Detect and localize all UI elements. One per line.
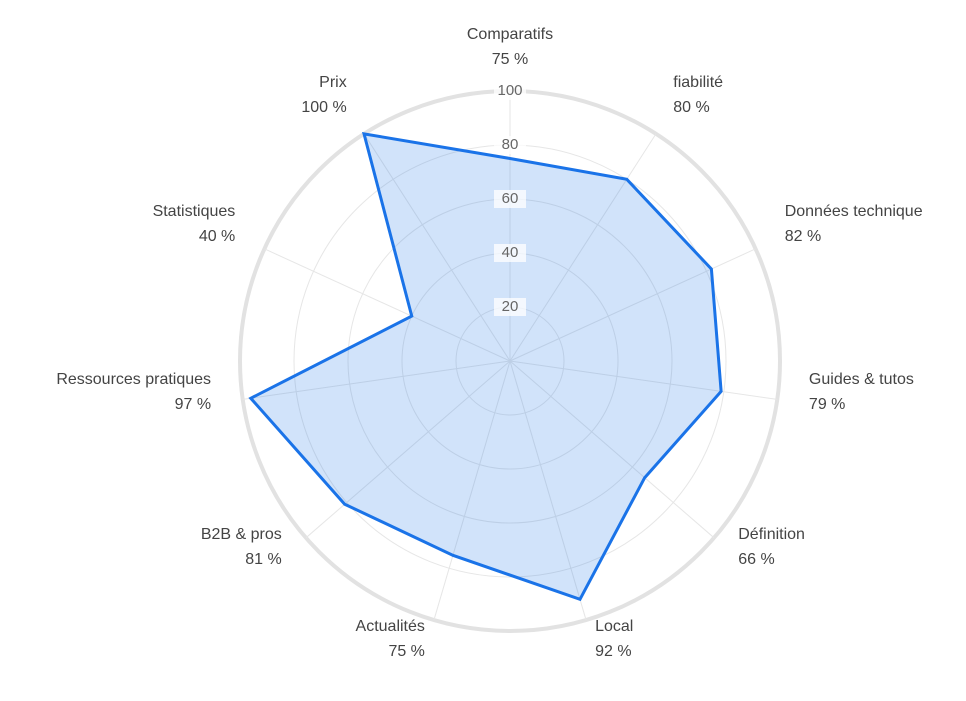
value-label: 75 % xyxy=(388,643,424,660)
tick-label: 100 xyxy=(497,82,522,99)
category-label: Statistiques xyxy=(153,203,236,220)
category-label: Définition xyxy=(738,526,805,543)
category-label: Données technique xyxy=(785,203,923,220)
tick-bg xyxy=(494,82,526,100)
value-label: 40 % xyxy=(199,228,235,245)
radar-area xyxy=(248,131,723,602)
value-label: 66 % xyxy=(738,551,774,568)
category-label: Prix xyxy=(319,74,347,91)
tick-bg xyxy=(494,136,526,154)
spoke xyxy=(433,360,511,621)
value-label: 100 % xyxy=(301,99,346,116)
tick-label: 80 xyxy=(502,136,519,153)
spoke xyxy=(305,360,511,539)
value-label: 79 % xyxy=(809,396,845,413)
tick-bg xyxy=(494,298,526,316)
spoke xyxy=(242,360,511,400)
tick-label: 60 xyxy=(502,190,519,207)
value-label: 97 % xyxy=(175,396,211,413)
spoke xyxy=(509,360,715,539)
spoke xyxy=(363,133,511,362)
value-label: 82 % xyxy=(785,228,821,245)
spoke xyxy=(509,133,657,362)
category-label: Local xyxy=(595,618,633,635)
category-label: fiabilité xyxy=(673,74,723,91)
value-label: 92 % xyxy=(595,643,631,660)
category-label: Actualités xyxy=(356,618,425,635)
spoke xyxy=(509,360,778,400)
spoke xyxy=(264,248,511,362)
tick-label: 40 xyxy=(502,244,519,261)
value-label: 81 % xyxy=(245,551,281,568)
category-label: Guides & tutos xyxy=(809,371,914,388)
value-label: 80 % xyxy=(673,99,709,116)
tick-bg xyxy=(494,244,526,262)
category-label: Comparatifs xyxy=(467,26,553,43)
tick-label: 20 xyxy=(502,298,519,315)
tick-bg xyxy=(494,190,526,208)
category-label: B2B & pros xyxy=(201,526,282,543)
spoke xyxy=(509,360,587,621)
spoke xyxy=(509,248,756,362)
value-label: 75 % xyxy=(492,51,528,68)
category-label: Ressources pratiques xyxy=(56,371,211,388)
